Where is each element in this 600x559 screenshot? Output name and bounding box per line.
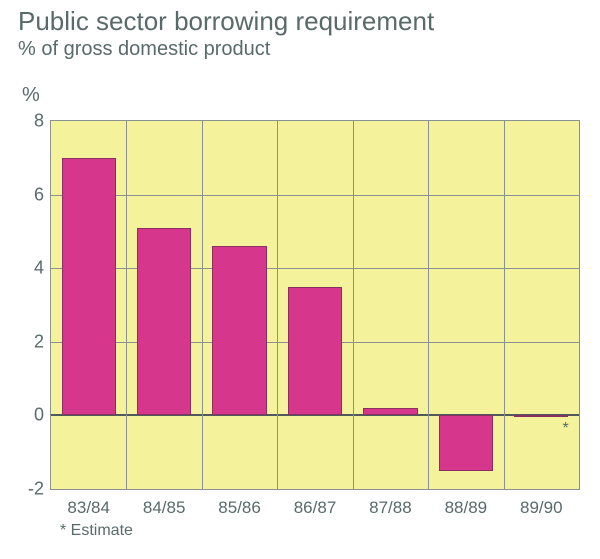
gridline-v <box>504 121 505 489</box>
y-tick-label: 4 <box>14 258 44 279</box>
y-tick-label: 8 <box>14 111 44 132</box>
x-tick-label: 83/84 <box>67 498 110 518</box>
gridline-h <box>51 195 579 196</box>
y-tick-label: -2 <box>14 479 44 500</box>
gridline-v <box>353 121 354 489</box>
gridline-h <box>51 268 579 269</box>
y-axis-unit: % <box>22 84 40 107</box>
chart-container: Public sector borrowing requirement % of… <box>0 0 600 559</box>
chart-title: Public sector borrowing requirement <box>18 6 434 37</box>
y-tick-label: 6 <box>14 184 44 205</box>
gridline-v <box>428 121 429 489</box>
gridline-v <box>277 121 278 489</box>
x-tick-label: 84/85 <box>143 498 186 518</box>
bar <box>288 287 342 416</box>
x-tick-label: 87/88 <box>369 498 412 518</box>
plot-area <box>50 120 580 490</box>
y-tick-label: 0 <box>14 405 44 426</box>
y-tick-label: 2 <box>14 331 44 352</box>
bar <box>363 408 417 415</box>
bar <box>137 228 191 416</box>
gridline-v <box>126 121 127 489</box>
bar <box>514 415 568 417</box>
bar <box>439 415 493 470</box>
x-tick-label: 89/90 <box>520 498 563 518</box>
bar <box>62 158 116 416</box>
x-tick-label: 88/89 <box>445 498 488 518</box>
x-tick-label: 85/86 <box>218 498 261 518</box>
chart-subtitle: % of gross domestic product <box>18 38 270 61</box>
estimate-marker: * <box>562 420 568 438</box>
bar <box>212 246 266 415</box>
footnote-estimate: * Estimate <box>60 522 133 540</box>
x-tick-label: 86/87 <box>294 498 337 518</box>
gridline-v <box>202 121 203 489</box>
